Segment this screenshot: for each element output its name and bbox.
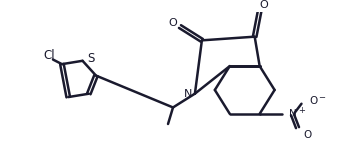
- Text: N: N: [184, 89, 192, 99]
- Text: O: O: [309, 96, 318, 106]
- Text: −: −: [318, 93, 325, 102]
- Text: S: S: [87, 52, 94, 64]
- Text: N: N: [288, 109, 296, 119]
- Text: Cl: Cl: [43, 49, 55, 62]
- Text: O: O: [303, 130, 312, 140]
- Text: O: O: [169, 18, 177, 28]
- Text: O: O: [259, 0, 268, 9]
- Text: +: +: [299, 106, 306, 115]
